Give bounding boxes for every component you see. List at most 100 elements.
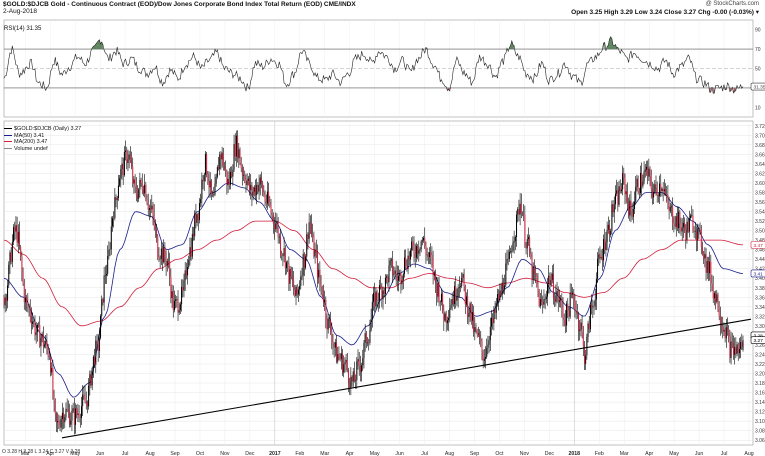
price-bar-body (307, 234, 309, 239)
price-bar-body (256, 185, 258, 196)
price-bar-body (289, 269, 291, 284)
price-bar-body (153, 214, 155, 227)
price-bar-body (390, 259, 392, 261)
price-bar-body (368, 342, 370, 344)
price-bar-body (579, 329, 581, 331)
price-bar-body (529, 237, 531, 255)
price-bar-body (232, 169, 234, 177)
price-bar-body (40, 337, 42, 347)
price-bar-body (635, 186, 637, 202)
price-bar-body (13, 227, 15, 242)
price-bar-body (352, 371, 354, 382)
price-bar-body (275, 223, 277, 230)
price-bar-body (164, 247, 166, 259)
price-bar-body (394, 270, 396, 275)
x-tick-label: Apr (645, 451, 653, 456)
price-bar-body (76, 408, 78, 415)
price-bar-body (396, 275, 398, 281)
price-bar-body (8, 264, 10, 286)
price-bar-body (587, 323, 589, 337)
price-bar-body (393, 274, 395, 275)
price-bar-body (309, 222, 311, 224)
price-bar-body (53, 395, 55, 401)
price-bar-body (740, 342, 742, 349)
price-bar-body (344, 362, 346, 365)
price-bar-body (551, 273, 553, 281)
price-bar-body (567, 303, 569, 311)
price-bar-body (28, 306, 30, 308)
price-bar-body (535, 273, 537, 275)
price-bar-body (473, 312, 475, 332)
price-bar-body (373, 292, 374, 302)
price-bar-body (301, 275, 303, 277)
x-tick-label: Aug (445, 451, 454, 456)
price-bar-body (152, 205, 154, 215)
price-bar-body (730, 341, 732, 358)
price-bar-body (619, 186, 621, 192)
legend-ma200: MA(200) 3.47 (4, 139, 81, 146)
price-bar-body (576, 311, 578, 315)
price-bar-body (252, 191, 254, 196)
price-bar-body (412, 241, 414, 246)
price-bar-body (324, 299, 326, 303)
price-bar-body (20, 246, 22, 257)
price-bar-body (59, 425, 61, 428)
price-bar-body (519, 203, 521, 215)
price-bar-body (418, 250, 420, 254)
price-bar-body (207, 174, 209, 182)
price-bar-body (111, 218, 113, 227)
price-bar-body (95, 340, 97, 365)
price-bar-body (680, 223, 682, 232)
price-bar-body (80, 406, 82, 419)
x-tick-label: Jul (122, 451, 129, 456)
price-bar-body (516, 214, 518, 238)
price-tick-label: 3.62 (755, 171, 765, 177)
price-bar-body (411, 241, 413, 251)
price-bar-body (438, 283, 440, 302)
price-tick-label: 3.12 (755, 410, 765, 416)
price-bar-body (692, 215, 694, 231)
price-bar-body (343, 364, 345, 373)
price-bar-body (86, 401, 88, 407)
ma50-badge-text: 3.41 (754, 271, 764, 277)
price-bar-body (555, 295, 557, 302)
x-tick-label: Nov (220, 451, 230, 456)
price-bar-body (548, 275, 550, 285)
price-grid (4, 20, 753, 445)
price-tick-label: 3.14 (755, 400, 765, 406)
price-bar-body (514, 237, 516, 242)
price-bar-body (179, 304, 181, 311)
price-tick-label: 3.16 (755, 391, 765, 397)
x-tick-label: Jun (695, 451, 703, 456)
price-bar-body (512, 242, 514, 251)
x-tick-label: May (669, 451, 679, 456)
price-bar-body (221, 152, 223, 160)
price-bar-body (449, 308, 451, 318)
price-bar-body (618, 186, 620, 205)
rsi-line (3, 36, 744, 94)
price-bar-body (55, 413, 57, 423)
price-bar-body (246, 180, 248, 186)
price-bar-body (378, 285, 380, 301)
price-bar-body (253, 187, 255, 192)
price-bar-body (606, 229, 608, 243)
price-bar-body (724, 329, 726, 339)
quote-summary: Open 3.25 High 3.29 Low 3.24 Close 3.27 … (571, 9, 759, 16)
price-bar-body (374, 292, 376, 307)
price-bar-body (314, 249, 316, 257)
price-bar-body (542, 301, 544, 305)
rsi-tick-label: 10 (755, 105, 761, 111)
price-bar-body (163, 247, 165, 263)
price-bar-body (485, 356, 487, 359)
price-bar-body (735, 347, 737, 354)
price-bar-body (313, 237, 315, 257)
price-bar-body (723, 329, 725, 332)
price-bar-body (643, 171, 645, 182)
price-bar-body (82, 394, 84, 407)
price-bar-body (308, 222, 310, 239)
price-bar-body (159, 258, 161, 260)
price-bar-body (668, 204, 670, 212)
price-tick-label: 3.30 (755, 324, 765, 330)
price-bar-body (554, 298, 556, 302)
price-bar-body (731, 341, 733, 343)
